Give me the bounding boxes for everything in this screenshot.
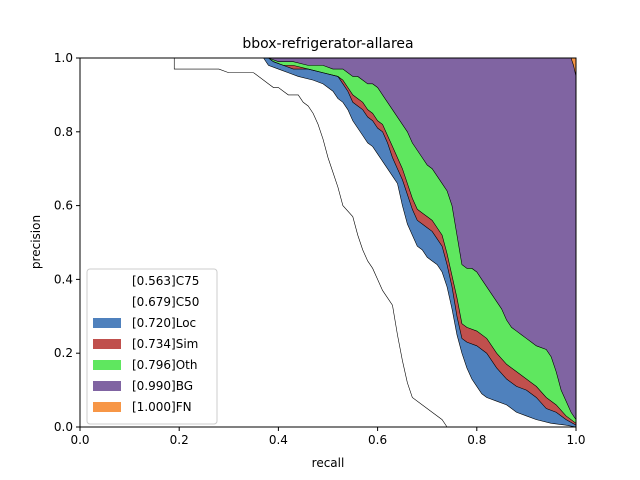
- line-loc: [80, 57, 577, 426]
- x-axis-ticks: 0.0 0.2 0.4 0.6 0.8 1.0: [70, 427, 586, 447]
- y-axis-ticks: 0.0 0.2 0.4 0.6 0.8 1.0: [54, 51, 80, 434]
- legend-swatch-loc: [93, 318, 121, 328]
- x-tick-label: 0.8: [467, 433, 486, 447]
- x-tick-label: 0.6: [368, 433, 387, 447]
- legend-label-c50: [0.679]C50: [132, 295, 199, 309]
- line-sim: [80, 57, 577, 424]
- legend-swatch-c50: [93, 297, 121, 307]
- chart-title: bbox-refrigerator-allarea: [242, 36, 413, 52]
- legend: [0.563]C75 [0.679]C50 [0.720]Loc [0.734]Sim…: [86, 268, 218, 425]
- legend-swatch-oth: [93, 360, 121, 370]
- x-tick-label: 1.0: [566, 433, 585, 447]
- x-tick-label: 0.0: [70, 433, 89, 447]
- y-tick-label: 0.0: [54, 420, 73, 434]
- y-tick-label: 0.2: [54, 346, 73, 360]
- x-tick-label: 0.2: [170, 433, 189, 447]
- legend-swatch-sim: [93, 339, 121, 349]
- legend-label-loc: [0.720]Loc: [132, 316, 196, 330]
- legend-label-bg: [0.990]BG: [132, 379, 193, 393]
- line-c75: [80, 57, 448, 428]
- legend-swatch-fn: [93, 402, 121, 412]
- y-tick-label: 1.0: [54, 51, 73, 65]
- legend-swatch-bg: [93, 381, 121, 391]
- y-tick-label: 0.4: [54, 272, 73, 286]
- axes-frame: [79, 57, 577, 428]
- x-tick-label: 0.4: [269, 433, 288, 447]
- line-c50: [80, 57, 577, 428]
- legend-label-c75: [0.563]C75: [132, 274, 199, 288]
- y-tick-label: 0.6: [54, 199, 73, 213]
- legend-label-oth: [0.796]Oth: [132, 358, 197, 372]
- legend-swatch-c75: [93, 276, 121, 286]
- line-oth: [80, 57, 577, 420]
- legend-label-sim: [0.734]Sim: [132, 337, 198, 351]
- x-axis-label: recall: [312, 456, 345, 470]
- y-tick-label: 0.8: [54, 125, 73, 139]
- legend-label-fn: [1.000]FN: [132, 400, 192, 414]
- y-axis-label: precision: [29, 215, 43, 269]
